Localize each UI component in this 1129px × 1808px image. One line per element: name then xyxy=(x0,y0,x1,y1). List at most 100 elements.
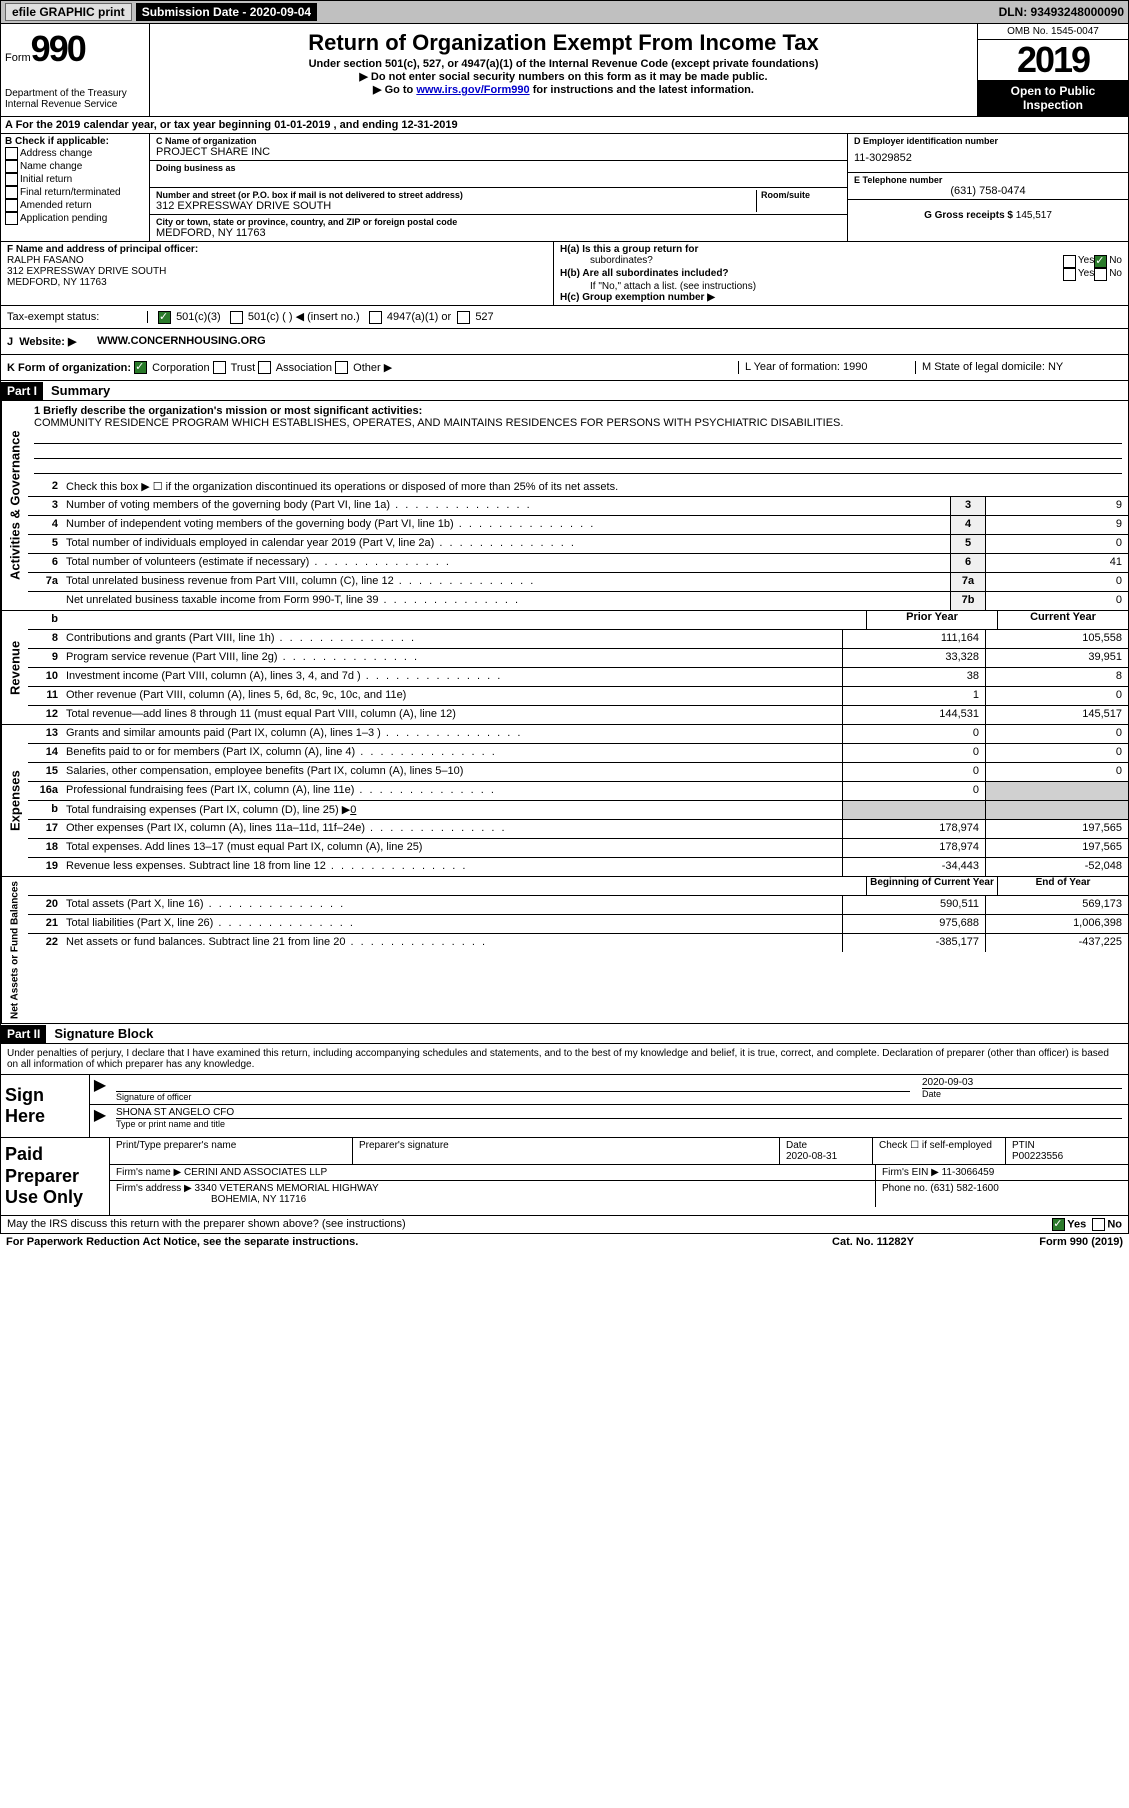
check-assoc[interactable] xyxy=(258,361,271,374)
check-other[interactable] xyxy=(335,361,348,374)
row-i-taxexempt: Tax-exempt status: 501(c)(3) 501(c) ( ) … xyxy=(0,306,1129,329)
addr-label: Number and street (or P.O. box if mail i… xyxy=(156,190,756,200)
prep-date: 2020-08-31 xyxy=(786,1151,866,1162)
line18-curr: 197,565 xyxy=(985,839,1128,857)
check-trust[interactable] xyxy=(213,361,226,374)
officer-addr1: 312 EXPRESSWAY DRIVE SOUTH xyxy=(7,266,547,277)
line14-prior: 0 xyxy=(842,744,985,762)
line3-val: 9 xyxy=(985,497,1128,515)
line10-curr: 8 xyxy=(985,668,1128,686)
line17-prior: 178,974 xyxy=(842,820,985,838)
firm-name: CERINI AND ASSOCIATES LLP xyxy=(184,1167,327,1178)
check-501c3[interactable] xyxy=(158,311,171,324)
line3-desc: Number of voting members of the governin… xyxy=(62,497,950,515)
revenue-section: Revenue bPrior YearCurrent Year 8Contrib… xyxy=(0,611,1129,725)
line10-prior: 38 xyxy=(842,668,985,686)
line17-desc: Other expenses (Part IX, column (A), lin… xyxy=(62,820,842,838)
hb-yes-checkbox[interactable] xyxy=(1063,268,1076,281)
line7b-desc: Net unrelated business taxable income fr… xyxy=(62,592,950,610)
begin-year-header: Beginning of Current Year xyxy=(866,877,997,895)
footer-right: Form 990 (2019) xyxy=(973,1236,1123,1248)
sig-date: 2020-09-03 xyxy=(922,1077,1122,1088)
officer-label: F Name and address of principal officer: xyxy=(7,244,547,255)
ha-no-checkbox[interactable] xyxy=(1094,255,1107,268)
form-note1: ▶ Do not enter social security numbers o… xyxy=(154,70,973,83)
line4-val: 9 xyxy=(985,516,1128,534)
check-501c[interactable] xyxy=(230,311,243,324)
check-b-label: B Check if applicable: xyxy=(5,136,145,147)
prep-print-label: Print/Type preparer's name xyxy=(110,1138,353,1164)
gross-receipts-value: 145,517 xyxy=(1016,210,1052,221)
check-corp[interactable] xyxy=(134,361,147,374)
top-bar: efile GRAPHIC print Submission Date - 20… xyxy=(0,0,1129,24)
efile-button[interactable]: efile GRAPHIC print xyxy=(5,3,132,21)
footer-left: For Paperwork Reduction Act Notice, see … xyxy=(6,1236,773,1248)
submission-date: Submission Date - 2020-09-04 xyxy=(136,3,317,21)
line22-end: -437,225 xyxy=(985,934,1128,952)
line17-curr: 197,565 xyxy=(985,820,1128,838)
row-a-period: A For the 2019 calendar year, or tax yea… xyxy=(0,117,1129,134)
check-initial[interactable]: Initial return xyxy=(5,173,145,186)
sig-officer-label: Signature of officer xyxy=(116,1091,910,1102)
officer-name: RALPH FASANO xyxy=(7,255,547,266)
footer-mid: Cat. No. 11282Y xyxy=(773,1236,973,1248)
form990-link[interactable]: www.irs.gov/Form990 xyxy=(416,84,529,96)
line20-begin: 590,511 xyxy=(842,896,985,914)
line5-val: 0 xyxy=(985,535,1128,553)
sig-date-label: Date xyxy=(922,1088,1122,1099)
phone-value: (631) 758-0474 xyxy=(854,185,1122,197)
check-address[interactable]: Address change xyxy=(5,147,145,160)
row-k: K Form of organization: Corporation Trus… xyxy=(0,355,1129,382)
prep-sig-label: Preparer's signature xyxy=(353,1138,780,1164)
check-4947[interactable] xyxy=(369,311,382,324)
line19-prior: -34,443 xyxy=(842,858,985,876)
activities-governance-section: Activities & Governance 1 Briefly descri… xyxy=(0,401,1129,611)
end-year-header: End of Year xyxy=(997,877,1128,895)
check-application[interactable]: Application pending xyxy=(5,212,145,225)
preparer-block: Paid Preparer Use Only Print/Type prepar… xyxy=(0,1138,1129,1216)
discuss-text: May the IRS discuss this return with the… xyxy=(7,1218,962,1231)
line13-desc: Grants and similar amounts paid (Part IX… xyxy=(62,725,842,743)
line7b-val: 0 xyxy=(985,592,1128,610)
officer-addr2: MEDFORD, NY 11763 xyxy=(7,277,547,288)
vert-label-exp: Expenses xyxy=(1,725,28,876)
ha-label: H(a) Is this a group return for xyxy=(560,244,698,255)
org-city: MEDFORD, NY 11763 xyxy=(156,227,841,239)
line20-desc: Total assets (Part X, line 16) xyxy=(62,896,842,914)
tax-year: 2019 xyxy=(978,40,1128,80)
form-subtitle: Under section 501(c), 527, or 4947(a)(1)… xyxy=(154,58,973,70)
omb-number: OMB No. 1545-0047 xyxy=(978,24,1128,40)
org-name-label: C Name of organization xyxy=(156,136,841,146)
ha-yes-checkbox[interactable] xyxy=(1063,255,1076,268)
line18-desc: Total expenses. Add lines 13–17 (must eq… xyxy=(62,839,842,857)
vert-label-net: Net Assets or Fund Balances xyxy=(1,877,28,1023)
line11-curr: 0 xyxy=(985,687,1128,705)
hb-label: H(b) Are all subordinates included? xyxy=(560,268,1063,281)
check-amended[interactable]: Amended return xyxy=(5,199,145,212)
line13-curr: 0 xyxy=(985,725,1128,743)
line21-desc: Total liabilities (Part X, line 26) xyxy=(62,915,842,933)
prep-check-label: Check ☐ if self-employed xyxy=(873,1138,1006,1164)
discuss-yes-checkbox[interactable] xyxy=(1052,1218,1065,1231)
city-label: City or town, state or province, country… xyxy=(156,217,841,227)
hb-no-checkbox[interactable] xyxy=(1094,268,1107,281)
line16a-desc: Professional fundraising fees (Part IX, … xyxy=(62,782,842,800)
preparer-label: Paid Preparer Use Only xyxy=(1,1138,110,1215)
line8-prior: 111,164 xyxy=(842,630,985,648)
sign-here-label: Sign Here xyxy=(1,1075,90,1137)
vert-label-rev: Revenue xyxy=(1,611,28,724)
mission-text: COMMUNITY RESIDENCE PROGRAM WHICH ESTABL… xyxy=(34,417,1122,429)
gross-receipts-label: G Gross receipts $ xyxy=(924,210,1016,221)
expenses-section: Expenses 13Grants and similar amounts pa… xyxy=(0,725,1129,877)
check-name[interactable]: Name change xyxy=(5,160,145,173)
check-527[interactable] xyxy=(457,311,470,324)
line6-val: 41 xyxy=(985,554,1128,572)
line12-prior: 144,531 xyxy=(842,706,985,724)
firm-ein-label: Firm's EIN ▶ xyxy=(882,1167,939,1178)
hb-note: If "No," attach a list. (see instruction… xyxy=(560,281,1122,292)
line15-desc: Salaries, other compensation, employee b… xyxy=(62,763,842,781)
discuss-no-checkbox[interactable] xyxy=(1092,1218,1105,1231)
line8-curr: 105,558 xyxy=(985,630,1128,648)
line19-desc: Revenue less expenses. Subtract line 18 … xyxy=(62,858,842,876)
check-final[interactable]: Final return/terminated xyxy=(5,186,145,199)
